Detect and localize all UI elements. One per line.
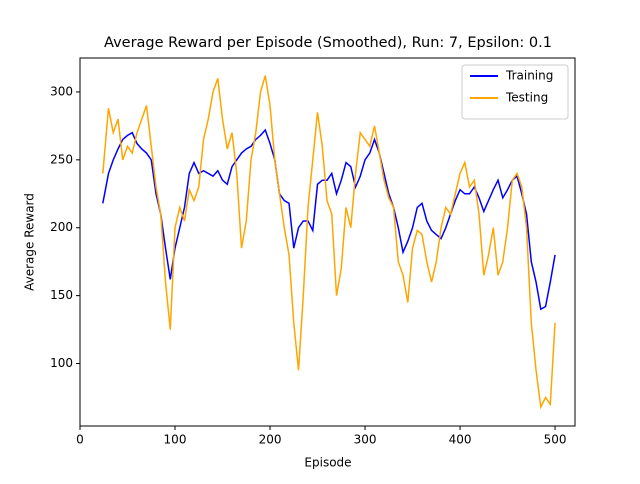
- x-tick-label: 100: [164, 433, 187, 447]
- y-tick-label: 150: [50, 288, 73, 302]
- x-tick-label: 400: [449, 433, 472, 447]
- y-tick-label: 200: [50, 220, 73, 234]
- x-tick-label: 500: [544, 433, 567, 447]
- plot-frame: [79, 57, 576, 427]
- y-tick-label: 300: [50, 84, 73, 98]
- chart-title: Average Reward per Episode (Smoothed), R…: [104, 35, 552, 51]
- line-series: [102, 75, 556, 410]
- x-tick-label: 200: [259, 433, 282, 447]
- line-series: [102, 128, 556, 311]
- legend-label: Testing: [505, 91, 548, 105]
- y-axis-label: Average Reward: [23, 193, 37, 291]
- x-tick-label: 300: [354, 433, 377, 447]
- x-axis-label: Episode: [304, 456, 351, 470]
- y-tick-label: 100: [50, 356, 73, 370]
- y-tick-label: 250: [50, 152, 73, 166]
- legend-box: [461, 64, 569, 120]
- legend-label: Training: [505, 69, 553, 83]
- x-tick-label: 0: [76, 433, 84, 447]
